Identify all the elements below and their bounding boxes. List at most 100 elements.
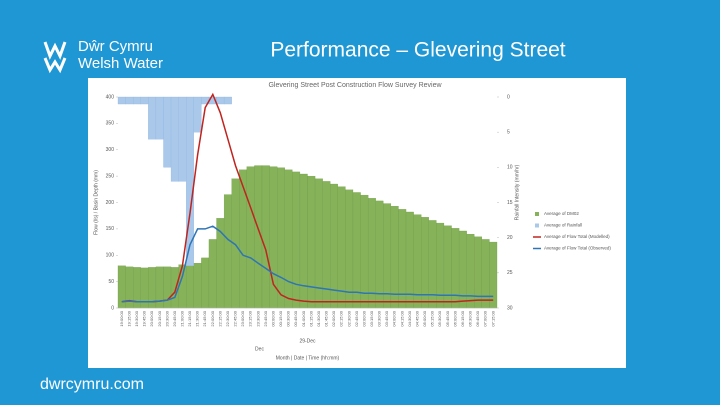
legend-label: Average of DM02 — [544, 211, 579, 216]
x-tick-label: 03:15:00 — [369, 310, 374, 326]
legend-label: Average of Rainfall — [544, 223, 582, 228]
x-tick-label: 00:15:00 — [278, 310, 283, 326]
line — [121, 225, 494, 303]
rainfall-bar — [178, 96, 187, 182]
bar — [178, 264, 187, 309]
x-tick-label: 06:45:00 — [475, 310, 480, 326]
x-tick-label: 03:00:00 — [361, 310, 366, 326]
bar — [367, 198, 376, 309]
y2-tick-label: 25 — [507, 270, 513, 276]
x-tick-label: 00:45:00 — [293, 310, 298, 326]
x-tick-label: 04:45:00 — [414, 310, 419, 326]
x-tick-label: 00:00:00 — [270, 310, 275, 326]
x-tick-label: 22:00:00 — [210, 310, 215, 326]
y-tick-label: 250 — [106, 173, 115, 179]
bar — [246, 166, 255, 309]
rainfall-bar — [133, 96, 141, 105]
footer: dwrcymru.com — [40, 376, 144, 393]
y-tick-label: 50 — [108, 279, 114, 285]
x-tick-label: 06:30:00 — [468, 310, 473, 326]
y-tick-label: 300 — [106, 147, 115, 153]
y-tick-label: 350 — [106, 121, 115, 127]
chart-title: Glevering Street Post Construction Flow … — [268, 82, 442, 89]
slide-title: Performance – Glevering Street — [270, 39, 565, 62]
x-tick-label: 23:15:00 — [248, 310, 253, 326]
x-tick-label: 20:45:00 — [172, 310, 177, 326]
bar — [337, 186, 346, 309]
bar — [299, 173, 308, 309]
x-tick-label: 19:30:00 — [134, 310, 139, 326]
x-tick-label: 22:15:00 — [217, 310, 222, 326]
x-tick-label: 04:15:00 — [399, 310, 404, 326]
bar — [307, 175, 316, 309]
x-tick-label: 05:15:00 — [430, 310, 435, 326]
x-tick-label: 00:30:00 — [286, 310, 291, 326]
x-tick-label: 20:15:00 — [157, 310, 162, 326]
x-tick-label: 06:00:00 — [452, 310, 457, 326]
rainfall-bar — [223, 96, 232, 105]
x-tick-label: 21:30:00 — [195, 310, 200, 326]
x-tick-label: 21:45:00 — [202, 310, 207, 326]
y2-tick-label: 20 — [507, 235, 513, 241]
rainfall-bar — [170, 96, 179, 182]
rainfall-bar — [125, 96, 134, 105]
bar — [466, 233, 475, 309]
bar — [375, 200, 384, 309]
x-tick-label: 01:30:00 — [316, 310, 321, 326]
bar — [474, 236, 482, 309]
x-tick-label: 23:45:00 — [263, 310, 268, 326]
y2-tick-label: 30 — [507, 305, 513, 311]
bar — [383, 203, 392, 309]
legend-swatch — [535, 212, 539, 216]
y-tick-label: 100 — [106, 253, 115, 259]
x-tick-label: 02:45:00 — [354, 310, 359, 326]
y2-axis-label: Rainfall Intensity (mm/hr) — [514, 164, 520, 220]
rainfall-bar — [140, 96, 149, 105]
x-tick-label: 05:00:00 — [422, 310, 427, 326]
x-tick-label: 20:00:00 — [149, 310, 154, 326]
x-tick-label: 03:30:00 — [377, 310, 382, 326]
x-tick-label: 19:15:00 — [126, 310, 131, 326]
legend-label: Average of Flow Total (Observed) — [544, 246, 611, 251]
bar — [193, 263, 202, 309]
y2-tick-label: 15 — [507, 200, 513, 206]
y-tick-label: 400 — [106, 94, 115, 100]
rainfall-bar — [117, 96, 126, 105]
x-tick-label: 23:30:00 — [255, 310, 260, 326]
rainfall-bar — [216, 96, 225, 105]
x-tick-label: 21:15:00 — [187, 310, 192, 326]
x-tick-label: 03:45:00 — [384, 310, 389, 326]
bar — [208, 239, 217, 309]
bar — [489, 241, 498, 309]
x-tick-label: 01:15:00 — [308, 310, 313, 326]
x-tick-label: 20:30:00 — [164, 310, 169, 326]
x-tick-label: 04:00:00 — [392, 310, 397, 326]
legend-swatch — [535, 223, 539, 228]
bar — [163, 266, 172, 309]
y2-tick-label: 0 — [507, 94, 510, 100]
x-tick-label: 05:45:00 — [445, 310, 450, 326]
rainfall-bar — [193, 96, 202, 133]
x-label-top: 29-Dec — [299, 338, 316, 344]
y-tick-label: 0 — [111, 305, 114, 311]
bar — [481, 239, 490, 309]
legend-label: Average of Flow Total (Modelled) — [544, 234, 610, 239]
bar — [398, 209, 407, 309]
logo-line1: Dŵr Cymru — [78, 38, 153, 55]
x-tick-label: 02:00:00 — [331, 310, 336, 326]
x-tick-label: 01:00:00 — [301, 310, 306, 326]
x-tick-label: 21:00:00 — [179, 310, 184, 326]
y-tick-label: 150 — [106, 226, 115, 232]
x-tick-label: 04:30:00 — [407, 310, 412, 326]
bar — [284, 169, 293, 309]
rainfall-bar — [148, 96, 157, 140]
rainfall-bar — [155, 96, 164, 140]
bar — [360, 194, 369, 309]
x-axis-label: Month | Date | Time (hh:mm) — [276, 355, 340, 361]
x-label-mid: Dec — [255, 346, 264, 352]
logo: Dŵr Cymru Welsh Water — [43, 38, 163, 74]
x-tick-label: 07:15:00 — [490, 310, 495, 326]
bar — [170, 267, 179, 309]
x-tick-label: 19:00:00 — [119, 310, 124, 326]
